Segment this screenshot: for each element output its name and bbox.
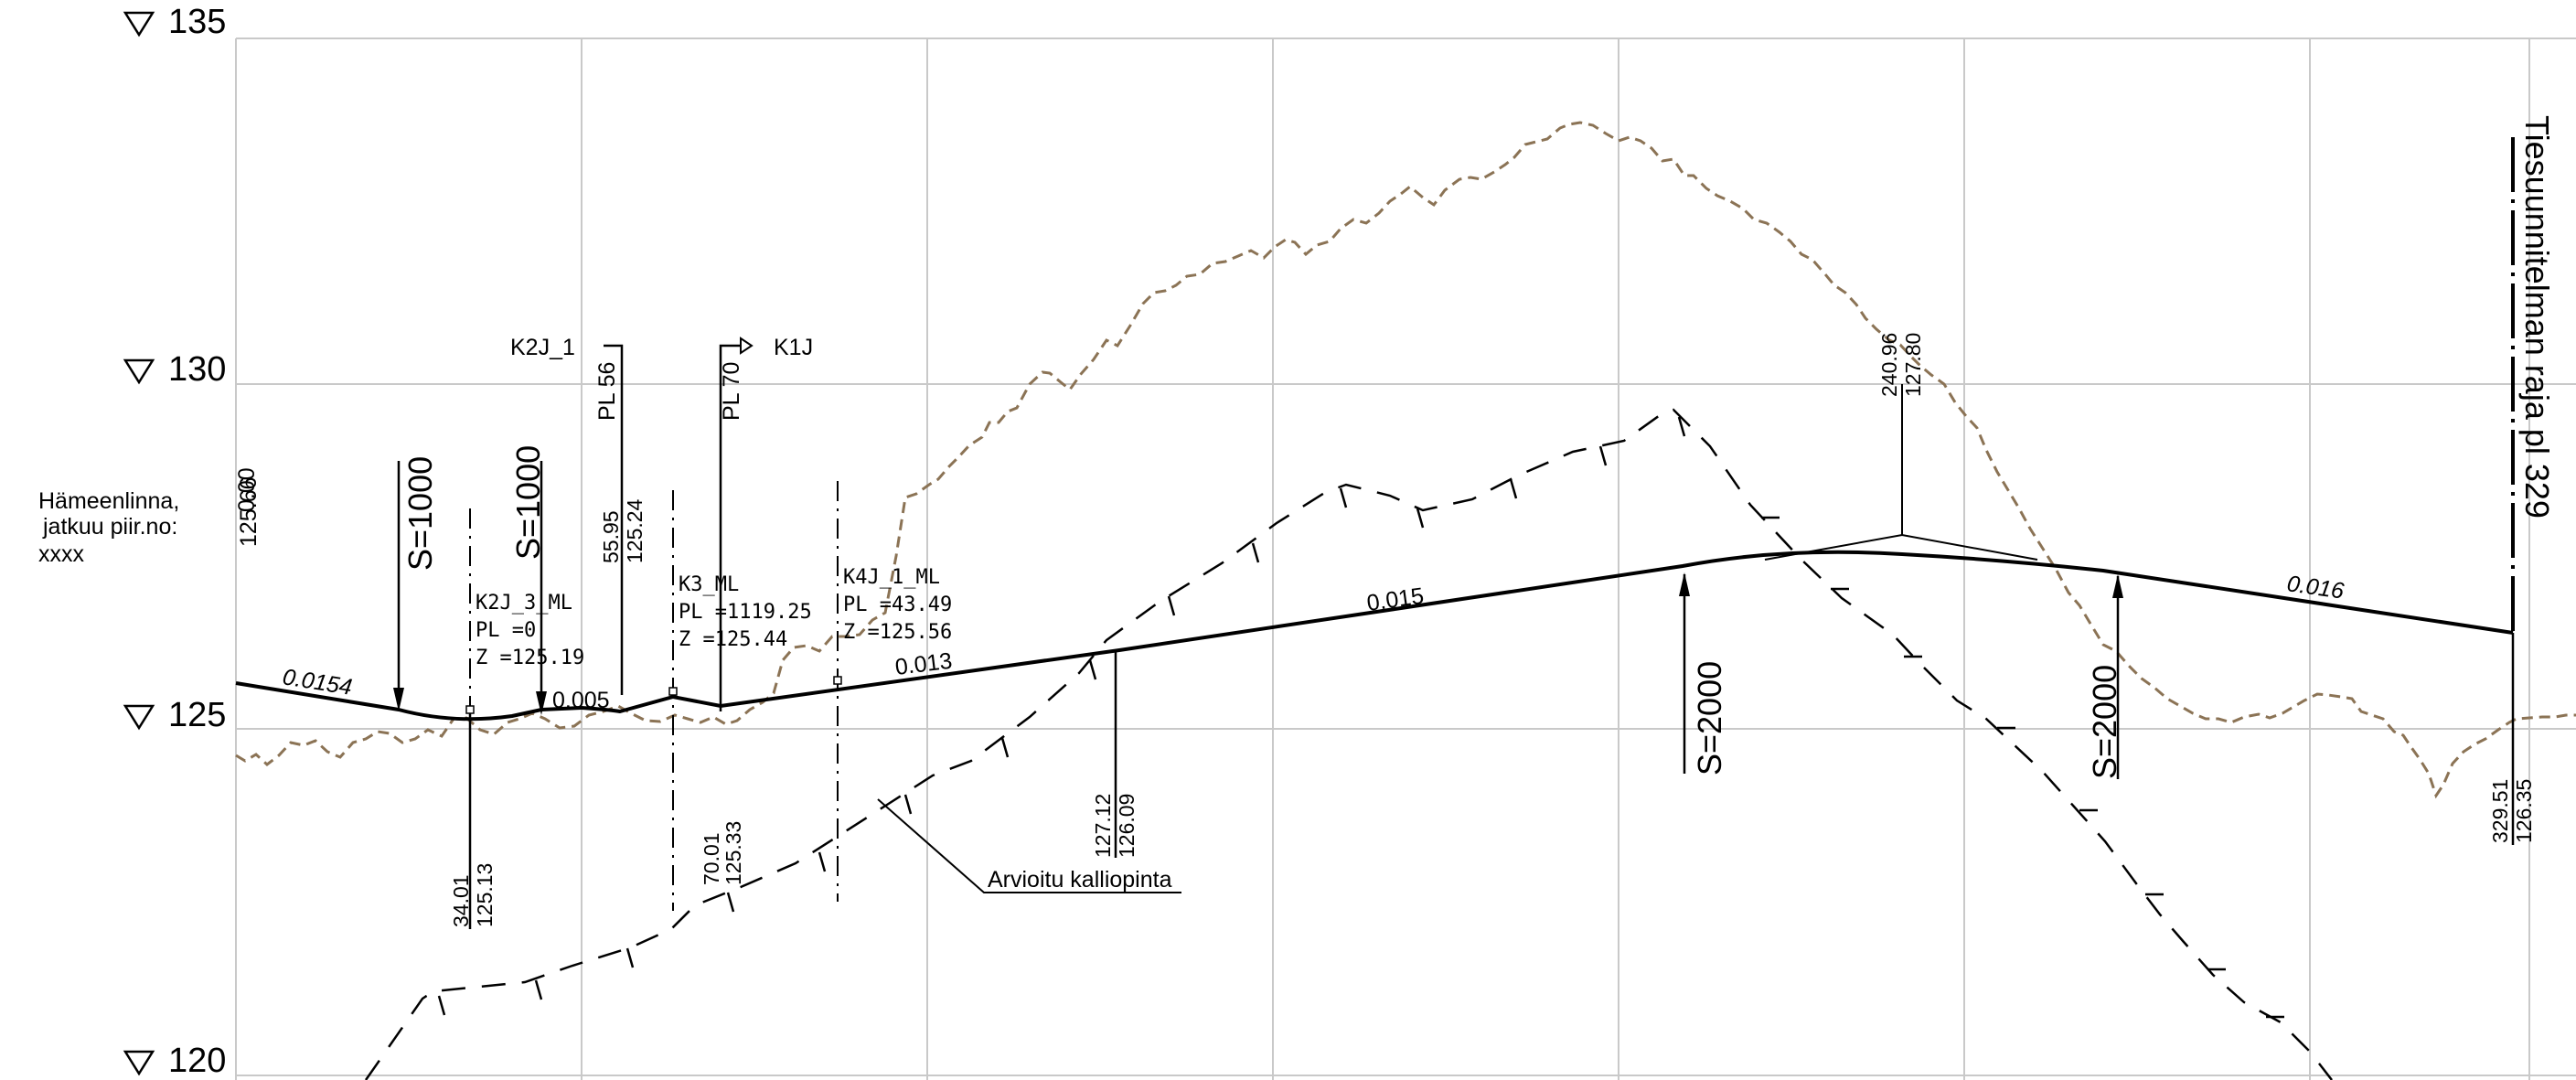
vertical-curves: S=1000 S=1000 S=2000 S=2000: [393, 445, 2123, 779]
marker-3-pl: PL =43.49: [843, 593, 952, 616]
junction-k1j: K1J: [774, 335, 813, 360]
grades: 0.0154 0.005 0.013 0.015 0.016: [281, 571, 2346, 713]
stations: 55.95 125.24 34.01 125.13 70.01 125.33 1…: [449, 333, 2536, 929]
level-triangle-icon: [123, 11, 155, 37]
plan-limit: Tiesuunnitelman raja pl 329: [2511, 115, 2556, 633]
s127-elevation: 126.09: [1115, 794, 1138, 858]
s34-station: 34.01: [449, 874, 473, 927]
s34-elevation: 125.13: [473, 863, 497, 927]
marker-2-pl: PL =1119.25: [679, 601, 812, 624]
vc-1: S=1000: [393, 456, 439, 711]
plan-limit-label: Tiesuunnitelman raja pl 329: [2518, 115, 2556, 519]
level-125-label: 125: [168, 696, 226, 734]
marker-3-name: K4J_1_ML: [843, 566, 940, 589]
marker-1-z: Z =125.19: [476, 647, 584, 669]
s127-station: 127.12: [1091, 794, 1115, 858]
s70-elevation: 125.33: [721, 821, 745, 885]
rock-ticks: [437, 416, 2284, 1019]
grid: [235, 37, 2576, 1080]
grade-1: 0.0154: [281, 664, 354, 700]
marker-2-z: Z =125.44: [679, 628, 787, 651]
vc-1-label: S=1000: [401, 456, 439, 571]
junction-pl56: PL 56: [594, 362, 620, 421]
junction-pl70: PL 70: [719, 362, 744, 421]
crest-pi-triangle: [1764, 533, 2038, 561]
grade-2: 0.005: [552, 688, 610, 713]
marker-1-pl: PL =0: [476, 619, 536, 642]
start-elevation: 125.66: [236, 477, 262, 547]
level-triangle-icon: [123, 1050, 155, 1076]
s240-station: 240.96: [1877, 333, 1901, 397]
level-125: 125: [123, 696, 226, 734]
ground-surface-line: [235, 121, 2576, 799]
level-130: 130: [123, 350, 226, 389]
s329-elevation: 126.35: [2512, 779, 2536, 843]
vc-4: S=2000: [2086, 574, 2123, 779]
vc-4-label: S=2000: [2086, 665, 2123, 779]
marker-1-name: K2J_3_ML: [476, 592, 572, 615]
marker-2-name: K3_ML: [679, 573, 739, 596]
junction-arrow-icon: [740, 337, 754, 355]
design-grade-line: [235, 550, 2514, 722]
s240-elevation: 127.80: [1901, 333, 1925, 397]
rock-label-leader: [877, 798, 1181, 893]
pl56-elevation: 125.24: [623, 498, 647, 563]
level-triangle-icon: [123, 358, 155, 385]
vc-2: S=1000: [509, 445, 547, 715]
grade-4: 0.015: [1365, 583, 1426, 616]
level-120-label: 120: [168, 1042, 226, 1080]
junction-k2j1: K2J_1: [510, 335, 575, 360]
start-place: Hämeenlinna,: [38, 488, 179, 514]
start-info: Hämeenlinna, jatkuu piir.no: xxxx 0.00 1…: [38, 467, 262, 567]
marker-1: K2J_3_ML PL =0 Z =125.19: [465, 508, 584, 714]
pl56-station: 55.95: [599, 510, 623, 563]
rock-surface: [364, 408, 2333, 1080]
level-triangle-icon: [123, 704, 155, 731]
marker-3: K4J_1_ML PL =43.49 Z =125.56: [833, 481, 952, 902]
s70-station: 70.01: [700, 832, 723, 885]
junctions: K2J_1 PL 56 K1J PL 70: [510, 335, 813, 711]
level-120: 120: [123, 1042, 226, 1080]
level-130-label: 130: [168, 350, 226, 389]
start-continues: jatkuu piir.no:: [42, 514, 177, 540]
rock-label: Arvioitu kalliopinta: [988, 867, 1172, 893]
level-135: 135: [123, 3, 226, 41]
marker-2: K3_ML PL =1119.25 Z =125.44: [668, 490, 812, 911]
level-135-label: 135: [168, 3, 226, 41]
s329-station: 329.51: [2488, 779, 2512, 843]
start-station: 0.00: [234, 467, 260, 512]
start-code: xxxx: [38, 541, 85, 567]
vc-3: S=2000: [1679, 572, 1728, 775]
side-markers: K2J_3_ML PL =0 Z =125.19 K3_ML PL =1119.…: [465, 481, 952, 911]
vc-3-label: S=2000: [1691, 661, 1728, 775]
vc-2-label: S=1000: [509, 445, 547, 560]
marker-3-z: Z =125.56: [843, 621, 952, 644]
level-markers: 135 130 125 120: [123, 3, 226, 1080]
